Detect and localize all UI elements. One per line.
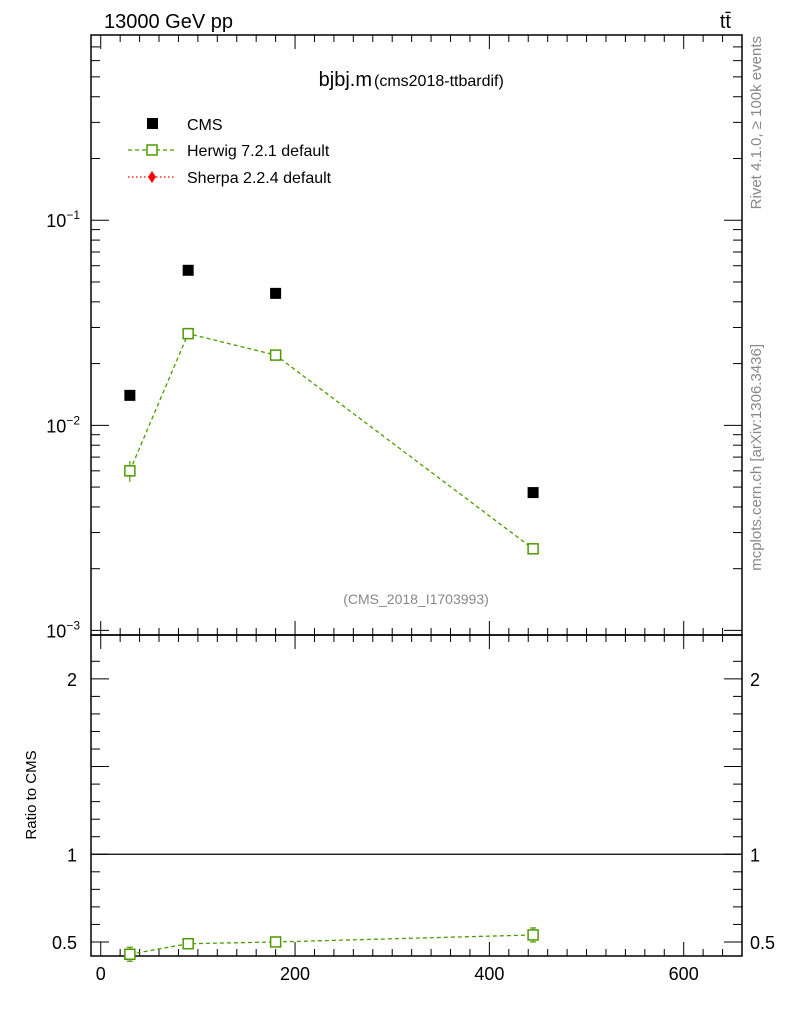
cms-data-point <box>270 287 282 299</box>
ratio-data-point <box>269 936 282 948</box>
x-tick-label: 600 <box>669 964 699 984</box>
ratio-y-tick-label-right: 0.5 <box>750 933 775 953</box>
x-tick-label: 0 <box>96 964 106 984</box>
ratio-y-tick-label-left: 1 <box>67 845 77 865</box>
ratio-series-line <box>129 934 534 955</box>
plot-title: bjbj.m <box>319 69 372 91</box>
main-series-line <box>129 332 534 550</box>
mcplots-label: mcplots.cern.ch [arXiv:1306.3436] <box>748 344 765 571</box>
main-ticks <box>91 34 742 635</box>
x-tick-label: 400 <box>474 964 504 984</box>
ratio-y-axis-label: Ratio to CMS <box>23 750 40 839</box>
main-panel: 10−1 10−2 10−3 bjbj.m (cms2018-ttbardif) (… <box>46 34 743 641</box>
legend: CMS Herwig 7.2.1 default Sherpa 2.2.4 de… <box>128 117 332 187</box>
legend-herwig-label: Herwig 7.2.1 default <box>187 143 330 160</box>
legend-cms-label: CMS <box>187 117 223 134</box>
x-tick-label: 200 <box>280 964 310 984</box>
legend-sherpa-label: Sherpa 2.2.4 default <box>187 170 332 187</box>
rivet-label: Rivet 4.1.0, ≥ 100k events <box>748 36 765 209</box>
ratio-y-tick-label-right: 1 <box>750 845 760 865</box>
ratio-frame <box>90 634 743 957</box>
main-data-marks <box>124 264 539 555</box>
process-label: tt̄ <box>720 11 732 33</box>
legend-sherpa-marker <box>148 171 156 183</box>
main-y-tick-label: 10−3 <box>46 618 80 641</box>
herwig-data-point <box>527 543 539 555</box>
ratio-y-tick-labels: 0.5 0.5 1 1 2 2 <box>52 670 775 953</box>
cms-data-point <box>124 389 136 401</box>
energy-label: 13000 GeV pp <box>104 11 233 33</box>
plot-subtitle: (cms2018-ttbardif) <box>374 73 504 90</box>
ratio-y-tick-label-left: 2 <box>67 670 77 690</box>
herwig-data-point <box>269 349 282 361</box>
cms-data-point <box>182 264 194 276</box>
ratio-data-marks <box>124 927 539 962</box>
cms-data-point <box>527 487 539 499</box>
main-y-tick-labels: 10−1 10−2 10−3 <box>46 208 80 641</box>
herwig-data-point <box>182 327 194 340</box>
ratio-y-tick-label-left: 0.5 <box>52 933 77 953</box>
main-y-tick-label: 10−1 <box>46 208 80 231</box>
ratio-ticks <box>91 635 742 956</box>
x-tick-labels: 0 200 400 600 <box>96 964 699 984</box>
ratio-y-tick-label-right: 2 <box>750 670 760 690</box>
ratio-panel: 0.5 0.5 1 1 2 2 0 200 400 600 Ratio to CMS <box>23 634 775 984</box>
main-y-tick-label: 10−2 <box>46 413 80 436</box>
ratio-data-point <box>182 937 194 950</box>
legend-cms-marker <box>147 118 158 129</box>
analysis-watermark: (CMS_2018_I1703993) <box>343 591 489 607</box>
herwig-data-point <box>124 465 136 477</box>
ratio-data-point <box>124 948 136 960</box>
legend-herwig-marker <box>146 144 158 156</box>
ratio-data-point <box>527 929 539 941</box>
